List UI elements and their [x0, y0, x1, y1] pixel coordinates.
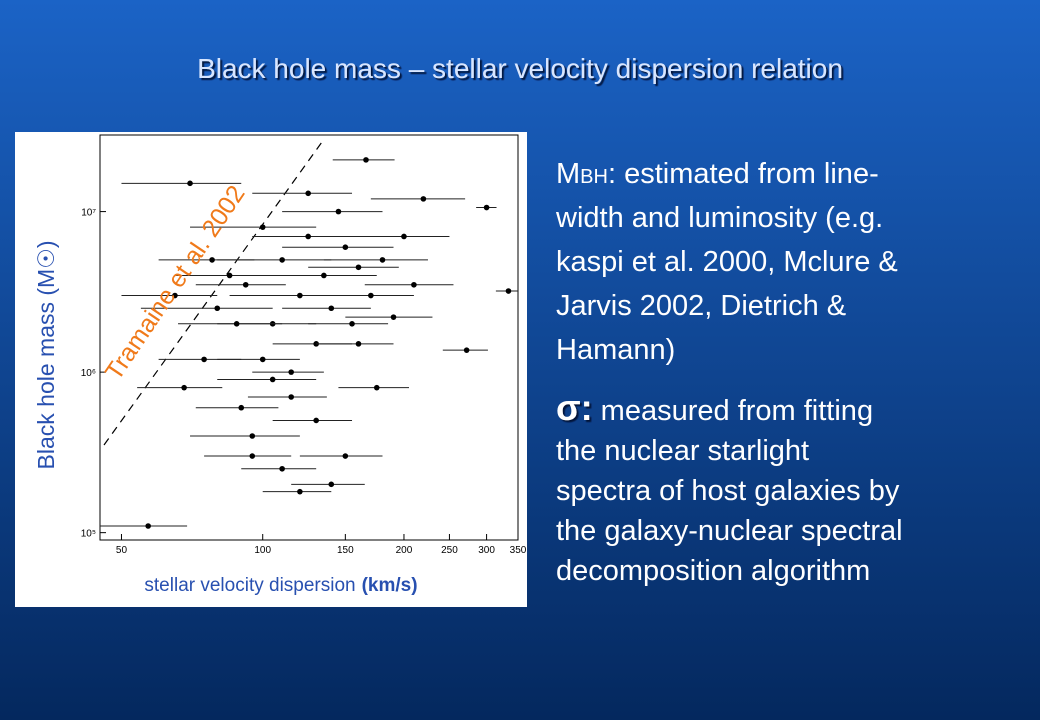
data-point	[305, 190, 311, 197]
data-point	[181, 384, 187, 391]
data-point	[342, 244, 349, 251]
text-block: MBH: estimated from line-width and lumin…	[555, 158, 903, 587]
y-tick-label: 10⁶	[81, 368, 96, 379]
sigma-line: the nuclear starlight	[556, 435, 809, 467]
x-axis-label-unit: (km/s)	[362, 575, 418, 596]
data-point	[328, 481, 335, 488]
sigma-line: σ: measured from fitting	[556, 387, 873, 428]
data-point	[390, 314, 397, 320]
sigma-line: the galaxy-nuclear spectral	[556, 515, 903, 547]
x-axis-label: stellar velocity dispersion (km/s)	[144, 575, 417, 596]
mbh-line: MBH: estimated from line-	[556, 158, 879, 190]
data-point	[379, 257, 386, 263]
data-point	[313, 417, 319, 424]
data-point	[401, 233, 407, 240]
x-tick-label: 100	[254, 545, 271, 556]
mbh-subscript: BH	[580, 166, 608, 188]
x-tick-label: 250	[441, 545, 458, 556]
y-tick-label: 10⁷	[81, 208, 96, 219]
x-tick-label: 200	[396, 545, 413, 556]
data-point	[226, 272, 233, 279]
data-point	[463, 347, 470, 353]
data-point	[249, 453, 256, 459]
data-point	[233, 320, 240, 327]
mbh-symbol: M	[556, 158, 580, 190]
data-point	[373, 384, 380, 391]
data-point	[259, 356, 266, 363]
x-tick-label: 300	[478, 545, 495, 556]
data-point	[355, 264, 362, 271]
data-point	[145, 523, 151, 529]
mbh-line: Jarvis 2002, Dietrich &	[556, 290, 846, 322]
data-point	[328, 305, 335, 312]
data-point	[505, 288, 512, 294]
data-point	[297, 488, 303, 495]
data-point	[335, 208, 342, 215]
data-point	[342, 453, 349, 459]
data-point	[238, 404, 245, 411]
data-point	[249, 433, 256, 439]
data-point	[288, 369, 294, 375]
sigma-line: decomposition algorithm	[556, 555, 870, 587]
y-axis-label: Black hole mass (M☉)	[33, 241, 59, 470]
data-point	[172, 292, 178, 299]
data-point	[349, 320, 355, 327]
mbh-line: width and luminosity (e.g.	[555, 202, 883, 234]
data-point	[297, 292, 303, 299]
data-point	[187, 180, 193, 187]
data-point	[259, 224, 266, 230]
data-point	[288, 394, 294, 400]
data-point	[305, 233, 311, 240]
plot-frame	[99, 134, 519, 541]
data-point	[368, 292, 374, 299]
slide-title: Black hole mass – stellar velocity dispe…	[197, 53, 843, 84]
x-tick-label: 150	[337, 545, 354, 556]
mbh-text: : estimated from line-	[608, 158, 879, 190]
sigma-line: spectra of host galaxies by	[556, 475, 900, 507]
data-point	[483, 204, 490, 211]
data-point	[363, 157, 369, 163]
data-point	[420, 196, 427, 202]
x-tick-label: 50	[116, 545, 128, 556]
data-point	[411, 281, 417, 288]
data-point	[201, 356, 207, 363]
data-point	[269, 376, 276, 383]
data-point	[279, 257, 285, 263]
sigma-text: measured from fitting	[593, 395, 873, 427]
data-point	[355, 341, 362, 347]
x-axis-label-text: stellar velocity dispersion	[144, 575, 355, 596]
mbh-line: Hamann)	[556, 334, 675, 366]
y-tick-label: 10⁵	[81, 529, 96, 540]
relation-line	[103, 141, 323, 446]
data-point	[242, 281, 249, 288]
mbh-line: kaspi et al. 2000, Mclure &	[556, 246, 898, 278]
sigma-symbol: σ:	[556, 387, 593, 428]
data-point	[321, 272, 327, 279]
x-tick-label: 350	[510, 545, 527, 556]
data-point	[279, 465, 285, 472]
data-point	[214, 305, 221, 312]
data-point	[209, 257, 215, 263]
